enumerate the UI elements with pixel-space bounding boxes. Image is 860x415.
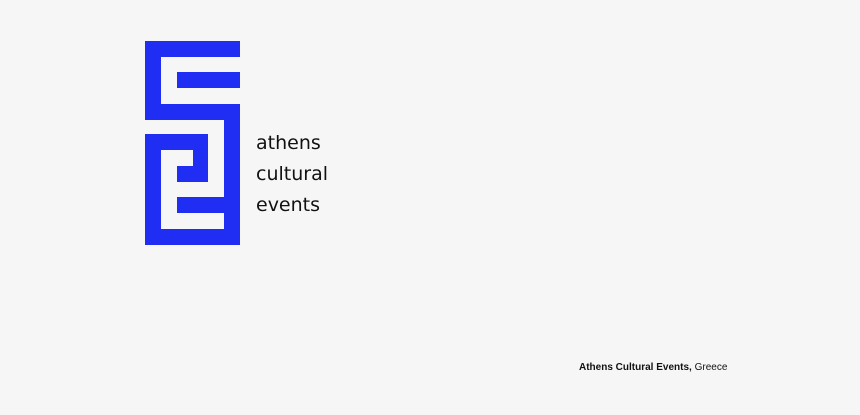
logo-word: cultural bbox=[256, 163, 328, 185]
caption-place: Greece bbox=[694, 362, 728, 373]
logo-word: events bbox=[256, 194, 320, 216]
logo-word: athens bbox=[256, 132, 321, 154]
logo-mark bbox=[145, 41, 240, 245]
caption-name: Athens Cultural Events, bbox=[579, 362, 692, 373]
caption: Athens Cultural Events, Greece bbox=[579, 362, 727, 373]
